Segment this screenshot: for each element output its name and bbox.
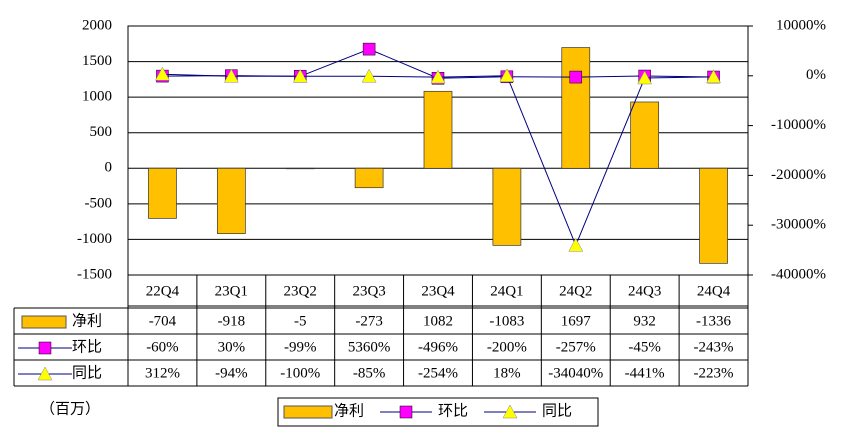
marker xyxy=(155,66,170,81)
table-cell: -85% xyxy=(353,365,386,381)
bar xyxy=(285,167,315,170)
marker xyxy=(430,69,446,84)
table-cell: -1336 xyxy=(696,313,731,329)
x-tick-label: 23Q4 xyxy=(421,283,455,299)
bar xyxy=(561,47,591,169)
marker xyxy=(362,42,376,56)
marker xyxy=(569,70,583,84)
table-row-label: 环比 xyxy=(72,338,102,355)
y-tick-label: -500 xyxy=(85,195,113,211)
table-cell: -243% xyxy=(694,339,734,355)
marker xyxy=(361,68,377,83)
table-cell: -254% xyxy=(418,365,458,381)
y-tick-label: -1500 xyxy=(77,266,112,282)
marker xyxy=(706,69,721,84)
table-cell: -441% xyxy=(625,365,665,381)
marker xyxy=(37,366,53,381)
marker xyxy=(38,341,52,355)
marker xyxy=(399,405,413,419)
y-tick-label: 1500 xyxy=(82,53,112,69)
table-cell: 18% xyxy=(493,365,521,381)
legend-swatch xyxy=(283,405,333,419)
x-tick-label: 23Q2 xyxy=(284,283,317,299)
table-cell: 1697 xyxy=(561,313,592,329)
y2-tick-label: -30000% xyxy=(771,217,826,233)
table-cell: -223% xyxy=(694,365,734,381)
table-cell: -45% xyxy=(628,339,661,355)
bar xyxy=(492,167,522,246)
bar xyxy=(699,167,728,264)
x-tick-label: 24Q3 xyxy=(628,283,661,299)
y2-tick-label: -40000% xyxy=(771,266,826,282)
table-row-label: 净利 xyxy=(72,312,102,329)
x-tick-label: 24Q1 xyxy=(490,283,523,299)
y2-tick-label: -20000% xyxy=(771,167,826,183)
legend-label: 环比 xyxy=(438,402,468,419)
table-cell: -94% xyxy=(215,365,248,381)
y-tick-label: -1000 xyxy=(77,231,112,247)
legend-label: 净利 xyxy=(334,402,364,419)
unit-label: （百万） xyxy=(40,400,100,417)
y-tick-label: 0 xyxy=(105,160,113,176)
table-cell: -257% xyxy=(556,339,596,355)
table-cell: 932 xyxy=(633,313,656,329)
legend-swatch xyxy=(21,315,67,329)
table-cell: 312% xyxy=(145,365,180,381)
table-cell: -704 xyxy=(149,313,177,329)
marker xyxy=(568,237,584,252)
table-cell: -496% xyxy=(418,339,458,355)
y-tick-label: 500 xyxy=(90,124,113,140)
x-tick-label: 23Q3 xyxy=(352,283,385,299)
table-cell: -100% xyxy=(280,365,320,381)
table-cell: -99% xyxy=(284,339,317,355)
y2-tick-label: -10000% xyxy=(771,117,826,133)
bar xyxy=(148,167,177,219)
table-cell: -5 xyxy=(294,313,307,329)
table-cell: -1083 xyxy=(489,313,524,329)
plot-frame xyxy=(127,25,749,276)
table-row-label: 同比 xyxy=(72,364,102,381)
x-tick-label: 24Q2 xyxy=(559,283,592,299)
table-cell: -918 xyxy=(218,313,246,329)
table-cell: -273 xyxy=(355,313,383,329)
y-tick-label: 1000 xyxy=(82,89,112,105)
x-tick-label: 24Q4 xyxy=(697,283,731,299)
table-cell: 30% xyxy=(218,339,246,355)
x-tick-label: 22Q4 xyxy=(146,283,180,299)
y2-tick-label: 0% xyxy=(806,67,826,83)
table-cell: -34040% xyxy=(548,365,603,381)
legend-label: 同比 xyxy=(542,402,572,419)
table-cell: -60% xyxy=(146,339,179,355)
bar xyxy=(630,101,660,169)
y-tick-label: 2000 xyxy=(82,17,112,33)
bar xyxy=(423,90,453,169)
marker xyxy=(637,70,653,85)
marker xyxy=(499,68,515,82)
marker xyxy=(292,68,308,83)
table-cell: 5360% xyxy=(348,339,391,355)
table-cell: -200% xyxy=(487,339,527,355)
bar xyxy=(216,167,246,234)
marker xyxy=(502,404,518,419)
marker xyxy=(223,68,239,83)
table-cell: 1082 xyxy=(423,313,453,329)
x-tick-label: 23Q1 xyxy=(215,283,248,299)
y2-tick-label: 10000% xyxy=(776,17,826,33)
bar xyxy=(354,167,384,189)
